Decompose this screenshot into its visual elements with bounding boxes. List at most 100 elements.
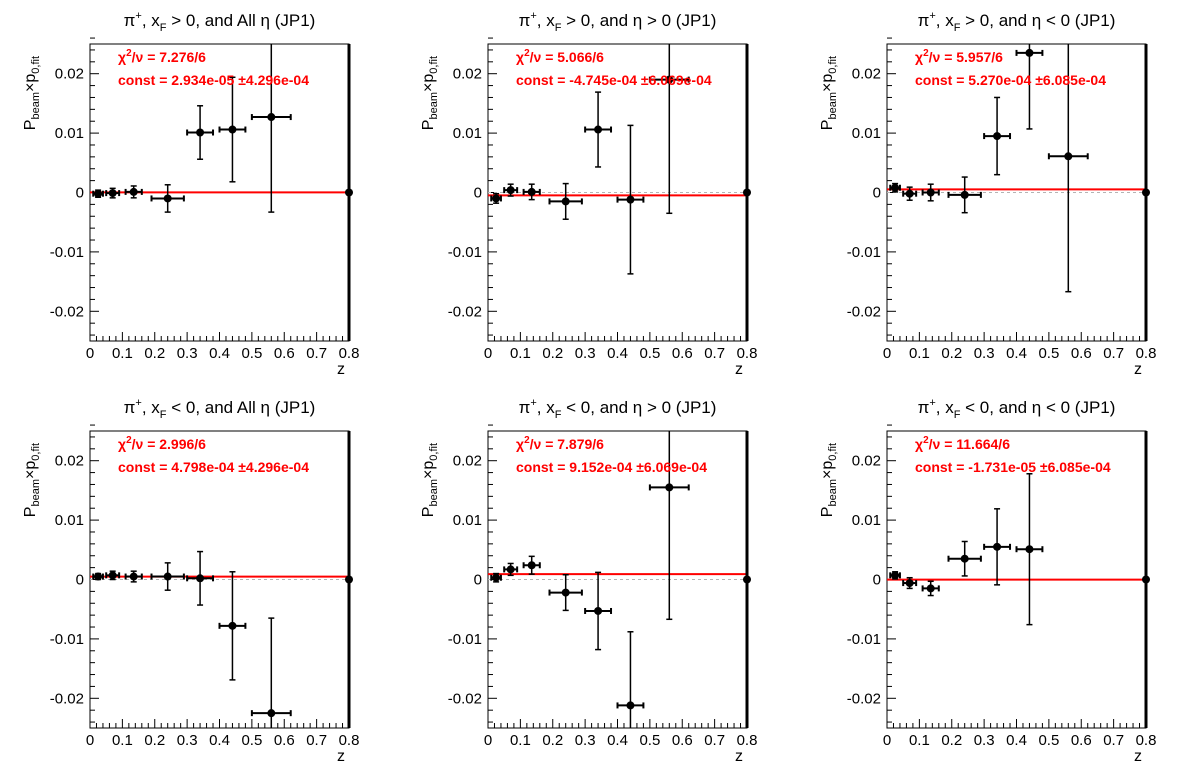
title-part: π: [519, 398, 531, 417]
data-point: [527, 187, 536, 196]
x-tick-label: 0.5: [1038, 345, 1059, 362]
y-tick-label: -0.02: [448, 690, 482, 707]
y-tick-label: 0: [474, 185, 482, 202]
data-point: [561, 588, 570, 597]
title-part: < 0, and η < 0 (JP1): [960, 398, 1115, 417]
y-axis-label-sub: 0,fit: [428, 443, 440, 461]
y-axis-label-sub: beam: [428, 479, 440, 507]
data-point: [891, 571, 900, 580]
title-part: , x: [936, 11, 954, 30]
y-axis-label-mid: ×p: [420, 74, 437, 92]
data-point-group: [902, 576, 918, 590]
fit-chi2-text: χ2/ν = 7.276/6: [118, 48, 206, 65]
chi2-value: /ν = 7.276/6: [132, 49, 207, 65]
x-tick-label: 0.3: [974, 345, 995, 362]
data-point-group: [250, 617, 292, 728]
title-part: , x: [537, 11, 555, 30]
title-sup: +: [135, 397, 141, 409]
x-tick-label: 0.1: [909, 732, 930, 749]
data-point-group: [522, 183, 541, 201]
data-point-group: [616, 124, 645, 275]
chart-panel: 0 0.1 0.2 0.3 0.4 0.5 0.6 0.7 0.8 -0.02 -0.01 0 0.01…: [22, 397, 359, 765]
data-point-group: [947, 540, 982, 577]
y-axis-label-sub: 0,fit: [30, 56, 42, 74]
x-tick-label: 0.2: [144, 345, 165, 362]
title-part: π: [519, 11, 531, 30]
data-point: [960, 190, 969, 199]
y-axis-label-main: P: [819, 120, 836, 131]
data-point-group: [503, 562, 519, 577]
chart-title: π+, xF < 0, and η < 0 (JP1): [918, 397, 1116, 421]
y-axis-label-main: P: [420, 120, 437, 131]
chi2-symbol: χ: [915, 436, 923, 452]
data-point-group: [490, 192, 502, 204]
x-tick-label: 0.8: [339, 345, 360, 362]
x-tick-label: 0.4: [607, 732, 628, 749]
data-point-group: [548, 573, 583, 612]
y-tick-label: -0.01: [448, 244, 482, 261]
x-tick-label: 0.8: [1136, 732, 1157, 749]
title-sup: +: [135, 10, 141, 22]
data-point: [228, 125, 237, 134]
chi2-sup: 2: [524, 48, 530, 59]
x-tick-label: 0.3: [575, 345, 596, 362]
title-sup: +: [929, 10, 935, 22]
data-point-group: [1047, 44, 1089, 293]
title-sup: +: [530, 397, 536, 409]
y-tick-label: 0.02: [453, 453, 482, 470]
data-point-group: [889, 182, 901, 193]
x-tick-label: 0.3: [177, 345, 198, 362]
title-part: π: [918, 11, 930, 30]
data-point-group: [124, 570, 143, 583]
title-part: , x: [142, 11, 160, 30]
data-point-group: [1015, 44, 1044, 130]
data-point: [926, 584, 935, 593]
y-tick-label: -0.02: [50, 690, 84, 707]
title-part: π: [124, 11, 136, 30]
data-point: [228, 621, 237, 630]
x-tick-label: 0.7: [704, 345, 725, 362]
data-point: [594, 606, 603, 615]
data-point: [561, 197, 570, 206]
x-tick-label: 0.6: [1071, 345, 1092, 362]
y-axis-label-sub: beam: [30, 479, 42, 507]
fit-const-text: const = -1.731e-05 ±6.085e-04: [915, 459, 1111, 475]
chi2-sup: 2: [126, 435, 132, 446]
y-axis-label-sub: beam: [827, 92, 839, 120]
data-point-group: [902, 186, 918, 201]
x-tick-label: 0.4: [1006, 732, 1027, 749]
x-axis-label: z: [337, 748, 345, 765]
y-tick-label: 0: [474, 572, 482, 589]
chart-panel: 0 0.1 0.2 0.3 0.4 0.5 0.6 0.7 0.8 -0.02 -0.01 0 0.01…: [22, 10, 359, 378]
x-tick-label: 0: [86, 732, 94, 749]
data-point-group: [983, 96, 1012, 176]
data-point-group: [648, 431, 690, 621]
data-point: [960, 554, 969, 563]
y-tick-label: 0.01: [453, 125, 482, 142]
y-axis-label-main: P: [22, 507, 39, 518]
data-point-group: [186, 550, 215, 606]
data-point: [492, 573, 501, 582]
x-tick-label: 0.1: [112, 345, 133, 362]
chart-panel: 0 0.1 0.2 0.3 0.4 0.5 0.6 0.7 0.8 -0.02 -0.01 0 0.01…: [420, 397, 757, 765]
chi2-value: /ν = 7.879/6: [530, 436, 605, 452]
y-axis-label-sub: beam: [428, 92, 440, 120]
chart-panel: 0 0.1 0.2 0.3 0.4 0.5 0.6 0.7 0.8 -0.02 -0.01 0 0.01…: [819, 397, 1156, 765]
data-point-group: [584, 91, 613, 168]
x-tick-label: 0.8: [737, 732, 758, 749]
x-tick-label: 0.2: [542, 732, 563, 749]
chi2-sup: 2: [923, 435, 929, 446]
x-tick-label: 0.5: [1038, 732, 1059, 749]
chart-title: π+, xF > 0, and All η (JP1): [124, 10, 316, 34]
y-axis-label-mid: ×p: [819, 74, 836, 92]
x-tick-label: 0.2: [542, 345, 563, 362]
data-point-group: [92, 189, 104, 199]
data-point: [196, 574, 205, 583]
y-tick-label: 0.01: [55, 512, 84, 529]
chi2-sup: 2: [126, 48, 132, 59]
data-point-group: [648, 44, 690, 215]
x-tick-label: 0: [484, 732, 492, 749]
title-sub: F: [160, 22, 167, 34]
chi2-value: /ν = 2.996/6: [132, 436, 207, 452]
